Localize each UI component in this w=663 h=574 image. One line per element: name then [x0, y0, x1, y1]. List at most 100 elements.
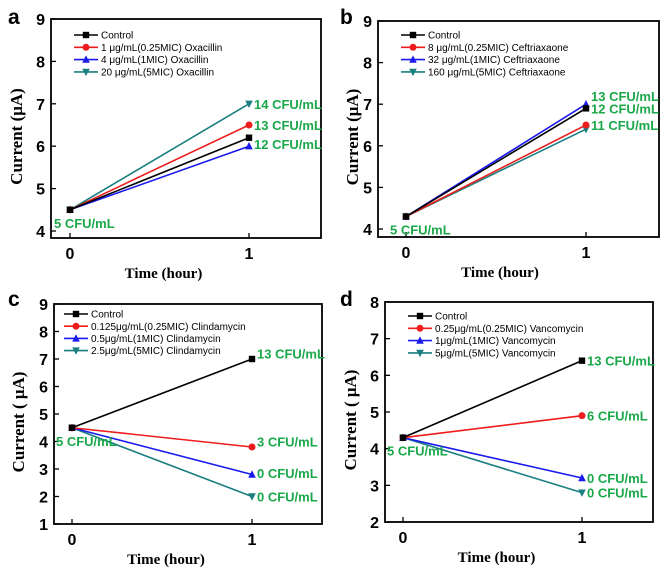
- legend-item: 5μg/mL(5MIC) Vancomycin: [408, 349, 556, 360]
- series-line-5mic: [402, 436, 583, 494]
- y-tick-label: 7: [39, 352, 48, 369]
- plot-frame: [50, 18, 322, 239]
- panel-letter: c: [8, 288, 20, 311]
- y-tick-label: 8: [363, 56, 372, 73]
- y-tick-label: 2: [370, 515, 379, 532]
- legend-marker: [416, 324, 424, 332]
- legend-marker: [416, 336, 424, 344]
- series-line-1mic: [69, 145, 250, 211]
- legend-label: Control: [91, 310, 123, 321]
- y-tick-label: 5: [39, 407, 48, 424]
- legend-marker: [82, 31, 90, 39]
- y-axis-title: Current ( μA): [341, 370, 360, 471]
- legend-item: Control: [401, 31, 460, 42]
- y-tick-label: 6: [36, 139, 45, 156]
- legend-marker: [82, 68, 90, 77]
- y-tick-label: 4: [36, 224, 45, 241]
- panel-c: c 1 2 3 4 5 6 7 8 9 0 1 Time (hour) Current ( μA) Cont…: [8, 288, 325, 568]
- y-tick-label: 6: [39, 380, 48, 397]
- legend-marker: [409, 43, 417, 51]
- series-line-0.25mic: [71, 426, 253, 448]
- data-point: [245, 142, 253, 150]
- legend-marker: [409, 68, 417, 77]
- cfu-annotation: 12 CFU/mL: [591, 101, 659, 116]
- cfu-annotation: 6 CFU/mL: [587, 409, 648, 424]
- legend-marker: [72, 322, 80, 330]
- panel-letter: b: [340, 6, 353, 29]
- legend-label: 8 μg/mL(0.25MIC) Ceftriaxaone: [428, 43, 569, 54]
- y-tick-label: 7: [370, 332, 379, 349]
- x-axis-title: Time (hour): [127, 552, 205, 568]
- cfu-annotation: 12 CFU/mL: [254, 137, 322, 152]
- y-tick-label: 5: [370, 405, 379, 422]
- legend-item: 32 μg/mL(1MIC) Ceftriaxaone: [401, 55, 560, 66]
- data-point: [245, 100, 253, 108]
- legend-item: 1μg/mL(1MIC) Vancomycin: [408, 336, 556, 347]
- y-tick-label: 4: [39, 435, 48, 452]
- cfu-annotation: 3 CFU/mL: [257, 435, 318, 450]
- x-tick-label: 0: [66, 246, 75, 263]
- series-line-5mic: [71, 427, 253, 498]
- legend-item: Control: [408, 312, 467, 323]
- panel-letter: a: [8, 6, 20, 29]
- legend-item: 0.5μg/mL(1MIC) Clindamycin: [64, 334, 221, 345]
- y-tick-label: 4: [370, 442, 379, 459]
- legend-item: 2.5μg/mL(5MIC) Clindamycin: [64, 346, 221, 357]
- cfu-annotation: 13 CFU/mL: [587, 354, 655, 369]
- cfu-annotation: 0 CFU/mL: [587, 486, 648, 501]
- series-line-0.25mic: [69, 124, 250, 211]
- cfu-annotation: 13 CFU/mL: [254, 118, 322, 133]
- y-tick-label: 4: [363, 222, 372, 239]
- data-point: [245, 134, 253, 141]
- series-line-5mic: [69, 103, 250, 211]
- x-axis-title: Time (hour): [458, 550, 536, 566]
- y-tick-label: 8: [36, 54, 45, 71]
- legend-item: 4 μg/mL(1MIC) Oxacillin: [74, 55, 208, 66]
- y-tick-label: 9: [363, 14, 372, 31]
- legend-label: 160 μg/mL(5MIC) Ceftriaxaone: [428, 68, 566, 79]
- legend-marker: [82, 43, 90, 51]
- data-point: [68, 424, 76, 431]
- data-point: [578, 412, 586, 420]
- y-tick-label: 6: [370, 368, 379, 385]
- data-point: [399, 434, 407, 441]
- panel-letter: d: [340, 288, 353, 311]
- cfu-annotation: 0 CFU/mL: [257, 466, 318, 481]
- data-point: [66, 206, 74, 213]
- y-tick-label: 7: [363, 97, 372, 114]
- y-tick-label: 9: [39, 297, 48, 314]
- series-line-0.25mic: [402, 414, 583, 439]
- series-line-control: [405, 107, 587, 218]
- series-line-control: [71, 358, 253, 429]
- x-tick-label: 0: [402, 245, 411, 262]
- legend-marker: [72, 310, 80, 318]
- panel-d: d 2 3 4 5 6 7 8 0 1 Time (hour) Current ( μA) Contro…: [340, 288, 655, 566]
- legend-marker: [409, 55, 417, 63]
- y-axis-title: Current (μA): [7, 88, 26, 185]
- series-line-control: [69, 136, 250, 211]
- x-axis-title: Time (hour): [125, 266, 203, 282]
- legend-item: Control: [64, 310, 123, 321]
- legend-label: 20 μg/mL(5MIC) Oxacillin: [101, 68, 214, 79]
- cfu-annotation: 5 CFU/mL: [387, 444, 448, 459]
- data-point: [582, 105, 590, 112]
- y-tick-label: 2: [39, 490, 48, 507]
- legend-label: 1 μg/mL(0.25MIC) Oxacillin: [101, 43, 222, 54]
- x-tick-label: 1: [245, 246, 254, 263]
- data-point: [578, 473, 586, 482]
- legend-item: 0.125μg/mL(0.25MIC) Clindamycin: [64, 322, 246, 333]
- series-line-1mic: [71, 426, 253, 476]
- series-line-control: [402, 359, 583, 439]
- x-tick-label: 0: [399, 530, 408, 547]
- legend-label: 32 μg/mL(1MIC) Ceftriaxaone: [428, 55, 560, 66]
- data-point: [248, 355, 256, 363]
- data-point: [582, 121, 590, 129]
- y-axis-title: Current ( μA): [9, 372, 28, 473]
- y-tick-label: 7: [36, 97, 45, 114]
- legend-label: 0.5μg/mL(1MIC) Clindamycin: [91, 334, 221, 345]
